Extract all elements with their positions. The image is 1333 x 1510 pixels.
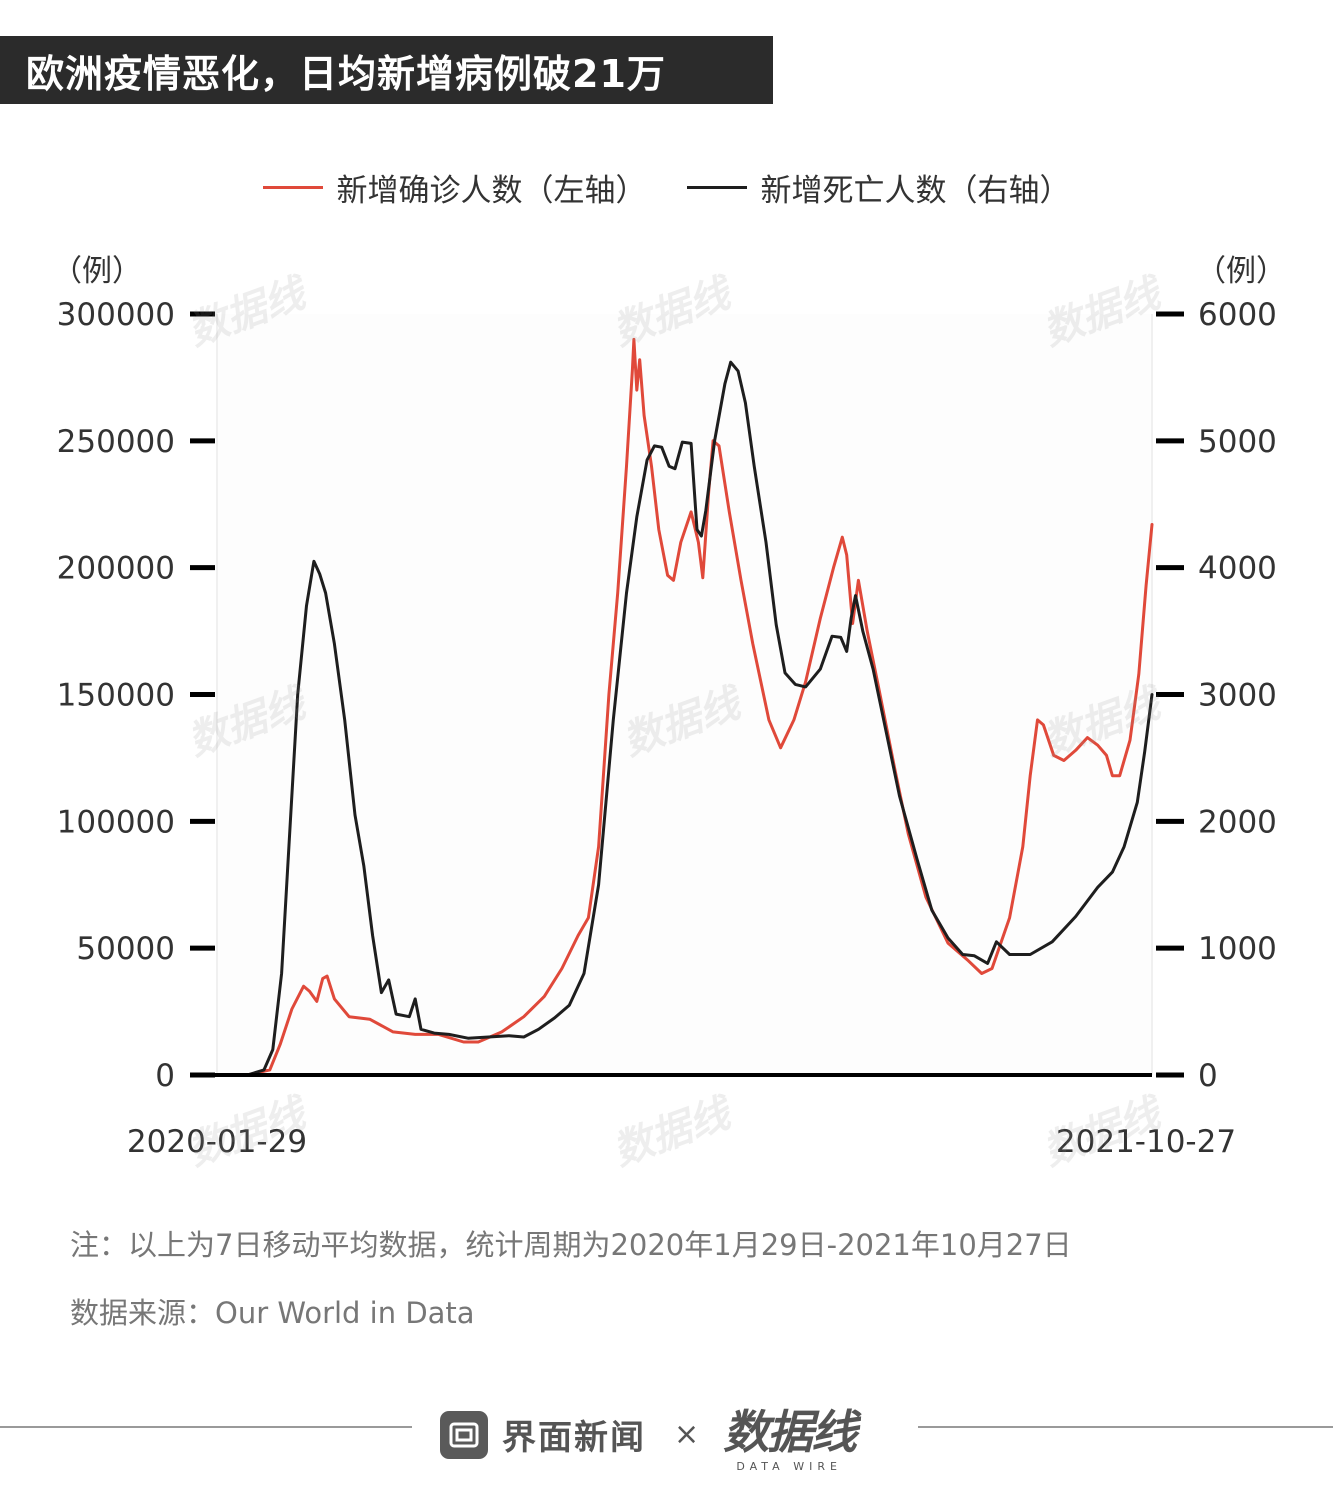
- right-axis-tick-label: 6000: [1198, 297, 1277, 333]
- footnote: 注：以上为7日移动平均数据，统计周期为2020年1月29日-2021年10月27…: [70, 1228, 1072, 1262]
- left-axis-tick-label: 200000: [57, 551, 175, 587]
- footer-divider-left: [0, 1426, 412, 1428]
- right-axis-tick-label: 5000: [1198, 424, 1277, 460]
- legend-item-deaths: 新增死亡人数（右轴）: [686, 165, 1071, 210]
- footer-brand: 界面新闻 × 数据线 DATA WIRE: [440, 1396, 857, 1473]
- left-axis-unit: （例）: [52, 254, 142, 289]
- left-axis-tick-label: 250000: [57, 424, 175, 460]
- left-axis-tick-label: 100000: [57, 804, 175, 840]
- left-axis-tick-label: 300000: [57, 297, 175, 333]
- right-axis-tick-label: 1000: [1198, 931, 1277, 967]
- x-axis-tick-label: 2020-01-29: [127, 1124, 307, 1160]
- legend: 新增确诊人数（左轴） 新增死亡人数（右轴）: [0, 165, 1333, 210]
- x-axis-tick-label: 2021-10-27: [1056, 1124, 1236, 1160]
- series-line-deaths: [215, 360, 1154, 1077]
- left-axis-tick-label: 50000: [76, 931, 175, 967]
- right-axis-tick-label: 2000: [1198, 804, 1277, 840]
- right-axis-tick-label: 3000: [1198, 678, 1277, 714]
- datawire-logo-main: 数据线: [723, 1405, 857, 1459]
- legend-label-deaths: 新增死亡人数（右轴）: [760, 173, 1071, 209]
- data-source: 数据来源：Our World in Data: [70, 1296, 475, 1330]
- legend-swatch-deaths: [686, 186, 747, 189]
- jiemian-logo-icon: [440, 1410, 488, 1459]
- plot-area: [217, 314, 1152, 1075]
- right-axis-unit: （例）: [1196, 254, 1286, 289]
- line-chart: 0 50000 100000 150000 200000 250000 300000 0 100…: [57, 297, 1277, 1160]
- left-axis-tick-label: 150000: [57, 678, 175, 714]
- datawire-logo-sub: DATA WIRE: [736, 1460, 842, 1473]
- chart-title: 欧洲疫情恶化，日均新增病例破21万: [0, 36, 773, 104]
- legend-label-cases: 新增确诊人数（左轴）: [336, 173, 647, 209]
- footer-divider-right: [918, 1426, 1333, 1428]
- right-axis-tick-label: 0: [1198, 1058, 1218, 1094]
- right-axis-tick-label: 4000: [1198, 551, 1277, 587]
- brand-name: 界面新闻: [502, 1418, 646, 1458]
- legend-swatch-cases: [262, 186, 323, 189]
- brand-times: ×: [674, 1417, 700, 1452]
- datawire-logo: 数据线 DATA WIRE: [723, 1396, 857, 1473]
- legend-item-cases: 新增确诊人数（左轴）: [262, 165, 647, 210]
- left-axis-tick-label: 0: [155, 1058, 175, 1094]
